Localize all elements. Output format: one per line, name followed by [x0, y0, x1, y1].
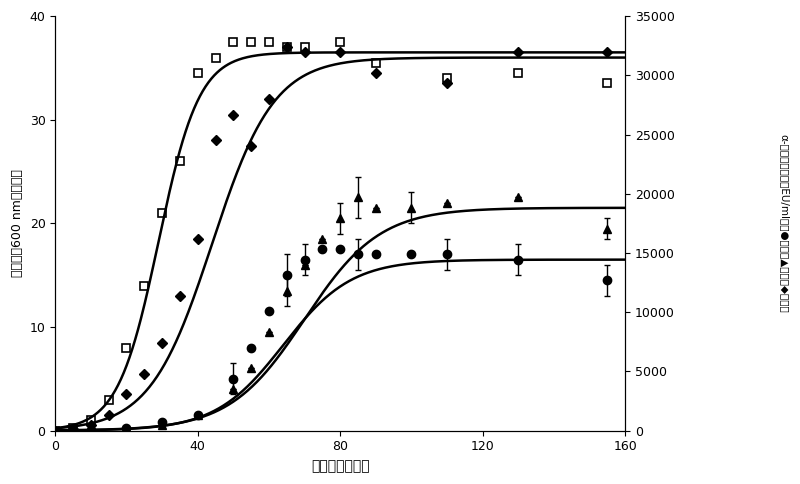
X-axis label: 时间（小时），: 时间（小时）， [311, 459, 370, 473]
Y-axis label: α-半乳糖苷活性（EU/ml）（●细胞内▲细胞外◆总的）: α-半乳糖苷活性（EU/ml）（●细胞内▲细胞外◆总的） [779, 134, 789, 313]
Y-axis label: 吸收度（600 nm）（口）: 吸收度（600 nm）（口） [11, 169, 24, 277]
